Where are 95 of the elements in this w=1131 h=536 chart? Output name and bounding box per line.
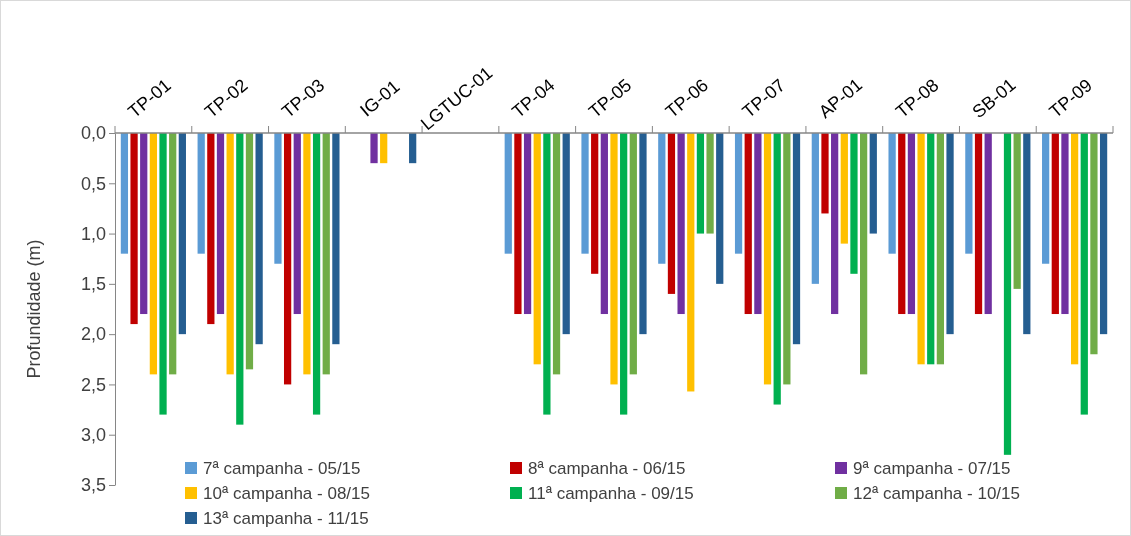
legend-label: 10ª campanha - 08/15 xyxy=(203,484,370,503)
legend-label: 9ª campanha - 07/15 xyxy=(853,459,1011,478)
bar xyxy=(1080,133,1088,415)
bar xyxy=(792,133,801,345)
bar xyxy=(744,133,752,315)
bar xyxy=(226,133,234,375)
bar xyxy=(821,133,829,214)
bar xyxy=(140,133,148,315)
bar xyxy=(255,133,263,345)
bar xyxy=(523,133,532,315)
bar xyxy=(831,133,839,315)
bar xyxy=(149,133,158,375)
bar xyxy=(312,133,321,415)
bar xyxy=(178,133,186,335)
bar xyxy=(667,133,676,294)
bar xyxy=(504,133,512,254)
bar xyxy=(1003,133,1012,455)
bar xyxy=(1070,133,1079,365)
bar xyxy=(533,133,541,365)
bar xyxy=(130,133,138,325)
bar xyxy=(811,133,819,284)
bar xyxy=(734,133,743,254)
legend-label: 12ª campanha - 10/15 xyxy=(853,484,1020,503)
bar xyxy=(639,133,647,335)
bar xyxy=(706,133,714,234)
bar xyxy=(754,133,762,315)
legend-label: 7ª campanha - 05/15 xyxy=(203,459,361,478)
bar xyxy=(514,133,522,315)
y-axis-title: Profundidade (m) xyxy=(24,239,44,379)
bar xyxy=(907,133,916,315)
bar xyxy=(850,133,858,274)
bar xyxy=(332,133,340,345)
y-tick-label: 2,0 xyxy=(80,324,106,345)
bar xyxy=(120,133,129,254)
bar xyxy=(370,133,378,164)
bar xyxy=(543,133,551,415)
bar xyxy=(783,133,791,385)
bar xyxy=(898,133,906,315)
bar xyxy=(236,133,244,425)
bar xyxy=(274,133,282,264)
bar xyxy=(581,133,589,254)
bar xyxy=(1042,133,1050,264)
bar xyxy=(946,133,954,335)
bar xyxy=(936,133,945,365)
y-tick-label: 0,5 xyxy=(80,173,106,194)
bar xyxy=(293,133,301,315)
bar xyxy=(591,133,599,274)
bar xyxy=(380,133,388,164)
bar xyxy=(1013,133,1021,289)
bar xyxy=(245,133,254,370)
bar xyxy=(917,133,925,365)
bar xyxy=(869,133,877,234)
bar xyxy=(773,133,781,405)
bar xyxy=(1090,133,1098,355)
bar xyxy=(207,133,215,325)
bar xyxy=(1099,133,1108,335)
bar xyxy=(965,133,973,254)
bar xyxy=(974,133,983,315)
bar xyxy=(610,133,618,385)
bar xyxy=(860,133,868,375)
bar xyxy=(658,133,666,264)
y-tick-label: 3,0 xyxy=(80,424,106,445)
y-tick-label: 3,5 xyxy=(80,475,106,496)
bar xyxy=(696,133,705,234)
legend-label: 8ª campanha - 06/15 xyxy=(528,459,686,478)
bar xyxy=(322,133,330,375)
bar xyxy=(629,133,637,375)
bar xyxy=(552,133,561,375)
y-tick-label: 1,0 xyxy=(80,223,106,244)
y-tick-label: 2,5 xyxy=(80,374,106,395)
bar xyxy=(888,133,896,254)
bar xyxy=(840,133,848,244)
bar xyxy=(687,133,695,392)
bar xyxy=(1061,133,1069,315)
bar xyxy=(303,133,311,375)
bar xyxy=(216,133,225,315)
bar xyxy=(1051,133,1059,315)
bar xyxy=(169,133,177,375)
bar xyxy=(716,133,724,284)
legend-label: 13ª campanha - 11/15 xyxy=(203,509,369,528)
bar xyxy=(1023,133,1031,335)
bar xyxy=(927,133,935,365)
bar xyxy=(562,133,570,335)
bar xyxy=(763,133,772,385)
bar xyxy=(620,133,628,415)
bar xyxy=(159,133,167,415)
bar xyxy=(197,133,205,254)
legend-label: 11ª campanha - 09/15 xyxy=(528,484,694,503)
bar xyxy=(600,133,608,315)
y-tick-label: 1,5 xyxy=(80,274,106,295)
bar xyxy=(283,133,292,385)
bar xyxy=(984,133,992,315)
bar xyxy=(677,133,685,315)
bar xyxy=(409,133,417,164)
y-tick-label: 0,0 xyxy=(80,123,106,144)
